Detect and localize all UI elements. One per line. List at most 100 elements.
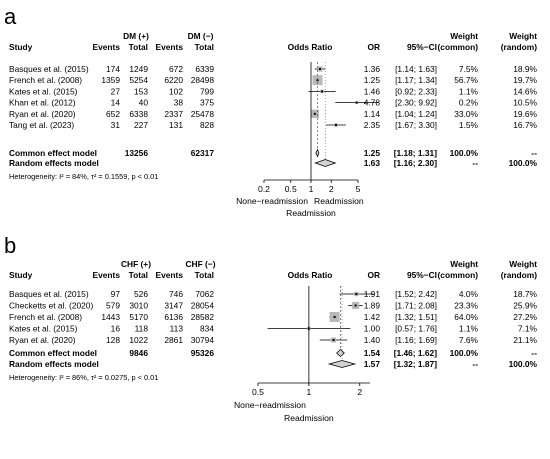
point-estimate — [333, 316, 336, 318]
weight-random: 19.7% — [513, 75, 537, 85]
common-total-negative: 95326 — [191, 348, 215, 358]
odds-ratio-value: 1.25 — [364, 75, 381, 85]
weight-common: 7.6% — [459, 335, 479, 345]
point-estimate — [313, 112, 316, 115]
weight-random: 14.6% — [513, 86, 537, 96]
events-negative: 6136 — [164, 312, 183, 322]
random-weight-common: -- — [472, 158, 478, 168]
header-events-negative: Events — [156, 42, 184, 52]
header-odds-ratio: Odds Ratio — [288, 270, 333, 280]
confidence-interval: [1.32; 1.51] — [395, 312, 437, 322]
odds-ratio-value: 1.14 — [364, 109, 381, 119]
common-weight-random: -- — [531, 348, 537, 358]
study-name: Ryan et al. (2020) — [9, 335, 76, 345]
random-effects-row: Random effects model 1.57 [1.32; 1.87] -- 10… — [9, 359, 538, 369]
x-axis-title: Readmission — [284, 413, 334, 423]
events-positive: 128 — [106, 335, 120, 345]
point-estimate — [318, 68, 321, 70]
events-positive: 652 — [106, 109, 120, 119]
heterogeneity-text: Heterogeneity: I² = 84%, τ² = 0.1559, p … — [9, 172, 158, 181]
events-negative: 131 — [169, 120, 183, 130]
study-name: Khan et al. (2012) — [9, 98, 76, 108]
common-or: 1.54 — [364, 348, 381, 358]
point-estimate — [354, 304, 357, 307]
group-header-negative: DM (−) — [188, 31, 214, 41]
confidence-interval: [1.04; 1.24] — [395, 109, 437, 119]
weight-random: 21.1% — [513, 335, 537, 345]
header-or: OR — [367, 42, 380, 52]
total-positive: 6338 — [129, 109, 148, 119]
common-effect-row: Common effect model 13256 62317 1.25 [1.18; … — [9, 148, 537, 158]
x-tick-label: 0.5 — [285, 184, 297, 194]
header-events-positive: Events — [93, 42, 121, 52]
common-effect-diamond — [336, 348, 345, 358]
total-positive: 40 — [139, 98, 149, 108]
common-total-negative: 62317 — [191, 148, 215, 158]
total-negative: 28498 — [191, 75, 215, 85]
odds-ratio-value: 1.89 — [364, 301, 381, 311]
confidence-interval: [1.67; 3.30] — [395, 120, 437, 130]
x-label-left: None−readmission — [234, 400, 306, 410]
study-row: Tang et al. (2023) 31 227 131 828 2.35 [1.67; … — [9, 120, 538, 130]
header-ci: 95%−CI — [407, 42, 437, 52]
group-header-positive: DM (+) — [123, 31, 149, 41]
study-name: Ryan et al. (2020) — [9, 109, 76, 119]
odds-ratio-value: 1.40 — [364, 335, 381, 345]
events-positive: 1359 — [101, 75, 120, 85]
study-row: French et al. (2008) 1359 5254 6220 28498 1.2… — [9, 75, 538, 86]
header-weight-random-sub: (random) — [501, 42, 538, 52]
header-weight-random: Weight — [509, 31, 537, 41]
total-positive: 5254 — [129, 75, 148, 85]
point-estimate — [334, 124, 337, 126]
study-name: Basques et al. (2015) — [9, 64, 89, 74]
weight-common: 4.0% — [459, 289, 479, 299]
total-positive: 3010 — [129, 301, 148, 311]
x-tick-label: 5 — [356, 184, 361, 194]
random-effects-label: Random effects model — [9, 158, 99, 168]
random-or: 1.57 — [364, 359, 381, 369]
odds-ratio-value: 2.35 — [364, 120, 381, 130]
common-weight-common: 100.0% — [450, 348, 479, 358]
weight-common: 23.3% — [454, 301, 478, 311]
x-tick-label: 1 — [306, 387, 311, 397]
weight-common: 0.2% — [459, 98, 479, 108]
events-negative: 113 — [170, 324, 184, 334]
x-tick-label: 2 — [329, 184, 334, 194]
x-tick-label: 0.5 — [252, 387, 264, 397]
total-negative: 25478 — [191, 109, 215, 119]
total-positive: 227 — [134, 120, 148, 130]
study-name: Basques et al. (2015) — [9, 289, 89, 299]
x-tick-label: 1 — [309, 184, 314, 194]
group-header-negative: CHF (−) — [185, 259, 215, 269]
point-estimate — [316, 79, 319, 82]
total-negative: 28054 — [191, 301, 215, 311]
events-negative: 3147 — [164, 301, 183, 311]
confidence-interval: [1.17; 1.34] — [395, 75, 437, 85]
header-study: Study — [9, 270, 33, 280]
random-weight-common: -- — [472, 359, 478, 369]
common-or: 1.25 — [364, 148, 381, 158]
study-row: Checketts et al. (2020) 579 3010 3147 28054 1… — [9, 301, 538, 311]
header-weight-common: Weight — [450, 259, 478, 269]
events-positive: 174 — [106, 64, 120, 74]
random-effects-diamond — [314, 159, 337, 167]
weight-random: 19.6% — [513, 109, 537, 119]
random-effects-label: Random effects model — [9, 359, 99, 369]
total-negative: 7062 — [195, 289, 214, 299]
events-negative: 2861 — [164, 335, 183, 345]
header-odds-ratio: Odds Ratio — [288, 42, 333, 52]
events-positive: 31 — [111, 120, 121, 130]
odds-ratio-value: 1.36 — [364, 64, 381, 74]
total-positive: 526 — [134, 289, 148, 299]
study-name: French et al. (2008) — [9, 312, 82, 322]
panel-letter: b — [4, 233, 16, 258]
group-header-positive: CHF (+) — [121, 259, 151, 269]
weight-common: 33.0% — [454, 109, 478, 119]
study-row: Ryan et al. (2020) 128 1022 2861 30794 1.40 [1… — [9, 335, 538, 345]
header-ci: 95%−CI — [407, 270, 437, 280]
random-weight-random: 100.0% — [509, 359, 538, 369]
events-negative: 102 — [169, 86, 183, 96]
point-estimate — [321, 90, 324, 93]
header-weight-random-sub: (random) — [501, 270, 538, 280]
study-name: Tang et al. (2023) — [9, 120, 74, 130]
